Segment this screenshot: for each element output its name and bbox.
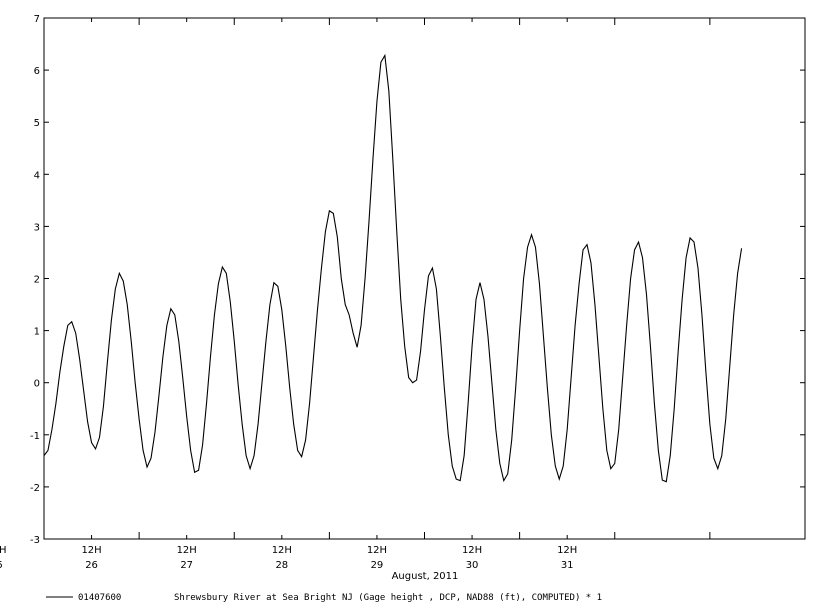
y-axis: -3 -2 -1 0 1 2 3 4 5 6 7 xyxy=(30,14,805,546)
series-line xyxy=(43,53,743,483)
y-tick-label: -1 xyxy=(30,431,40,442)
x-tick-label: 12H xyxy=(462,545,482,556)
x-day-label: 31 xyxy=(561,560,574,571)
x-day-label: 26 xyxy=(85,560,98,571)
y-tick-label: 5 xyxy=(34,118,40,129)
plot-area xyxy=(43,17,806,540)
x-tick-label: 12H xyxy=(557,545,577,556)
y-tick-label: -2 xyxy=(30,483,40,494)
legend-series-name: 01407600 xyxy=(78,593,121,603)
x-day-label: 30 xyxy=(466,560,479,571)
x-axis-label: August, 2011 xyxy=(392,571,459,582)
x-day-label: 27 xyxy=(180,560,193,571)
x-day-label: 25 xyxy=(0,560,3,571)
x-tick-label: 12H xyxy=(0,545,7,556)
y-tick-label: 1 xyxy=(34,327,40,338)
y-tick-label: 3 xyxy=(34,222,40,233)
x-tick-label: 12H xyxy=(81,545,101,556)
y-tick-label: 6 xyxy=(34,66,40,77)
legend-series-description: Shrewsbury River at Sea Bright NJ (Gage … xyxy=(174,593,602,603)
y-tick-label: -3 xyxy=(30,535,40,546)
x-day-label: 28 xyxy=(275,560,288,571)
x-axis: 12H2512H2612H2712H2812H2912H3012H31 xyxy=(0,18,806,571)
y-tick-label: 2 xyxy=(34,275,40,286)
y-tick-label: 7 xyxy=(34,14,40,25)
x-tick-label: 12H xyxy=(177,545,197,556)
x-day-label: 29 xyxy=(371,560,384,571)
y-tick-label: 4 xyxy=(34,170,40,181)
legend: 01407600 Shrewsbury River at Sea Bright … xyxy=(46,593,602,603)
x-tick-label: 12H xyxy=(272,545,292,556)
y-tick-label: 0 xyxy=(34,379,40,390)
x-tick-label: 12H xyxy=(367,545,387,556)
